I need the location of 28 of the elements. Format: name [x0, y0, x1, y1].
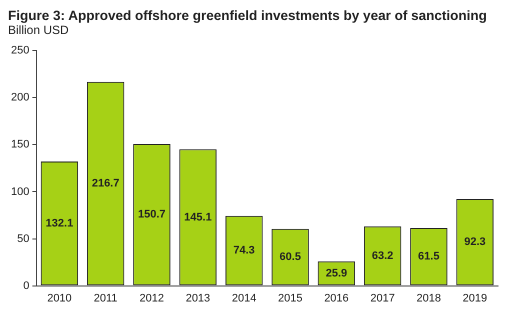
data-label: 60.5 — [280, 251, 301, 264]
y-tick-label: 50 — [17, 232, 30, 245]
x-tick-label: 2010 — [47, 292, 72, 304]
x-tick-label: 2018 — [416, 292, 441, 304]
x-tick-label: 2017 — [370, 292, 395, 304]
chart-title: Figure 3: Approved offshore greenfield investments by year of sanctioning — [8, 8, 488, 23]
data-label: 92.3 — [464, 236, 486, 248]
data-label: 216.7 — [92, 178, 120, 190]
y-tick-label: 100 — [10, 186, 30, 198]
chart-subtitle: Billion USD — [8, 23, 70, 37]
x-tick-label: 2015 — [278, 292, 302, 304]
data-label: 63.2 — [372, 250, 394, 262]
x-tick-label: 2016 — [324, 292, 349, 304]
data-label: 145.1 — [184, 211, 212, 224]
data-label: 61.5 — [418, 250, 440, 263]
y-tick-label: 250 — [10, 44, 30, 57]
x-tick-label: 2012 — [140, 292, 164, 304]
y-tick-label: 150 — [10, 138, 30, 151]
x-tick-label: 2019 — [462, 292, 488, 304]
y-tick-label: 0 — [23, 280, 30, 292]
x-tick-label: 2014 — [232, 292, 256, 304]
data-label: 25.9 — [326, 267, 348, 280]
data-label: 150.7 — [138, 208, 166, 221]
x-tick-label: 2013 — [186, 292, 210, 304]
y-tick-label: 200 — [10, 92, 30, 104]
x-tick-label: 2011 — [94, 292, 118, 304]
data-label: 74.3 — [233, 244, 255, 257]
data-label: 132.1 — [46, 217, 74, 230]
